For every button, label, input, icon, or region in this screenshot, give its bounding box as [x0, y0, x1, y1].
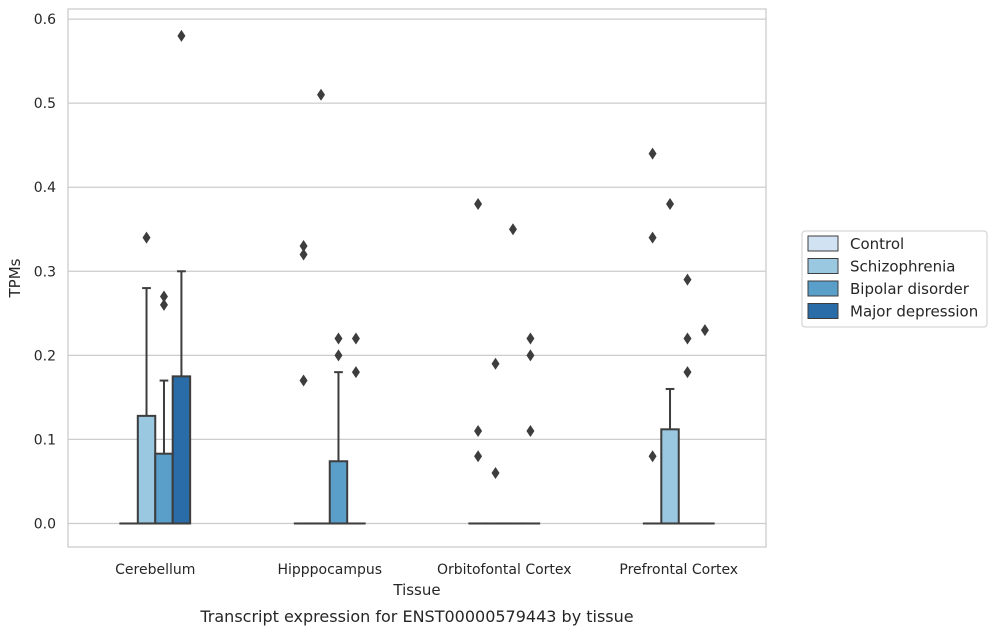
legend-swatch	[807, 303, 839, 319]
outlier-marker	[299, 240, 308, 253]
outlier-marker	[351, 366, 360, 379]
box-body	[136, 414, 157, 525]
box-body	[154, 452, 174, 525]
box-bipolar-disorder	[328, 371, 349, 525]
outlier-marker	[474, 450, 483, 463]
y-tick-label: 0.0	[34, 516, 56, 532]
outlier-marker	[683, 273, 692, 286]
outlier-marker	[526, 332, 535, 345]
outlier-marker	[159, 298, 168, 311]
y-tick-label: 0.6	[34, 12, 56, 28]
legend-label: Bipolar disorder	[850, 280, 970, 298]
outlier-marker	[334, 332, 343, 345]
legend-label: Control	[850, 235, 904, 253]
y-tick-label: 0.5	[34, 96, 56, 112]
box-major-depression	[171, 270, 192, 525]
box-schizophrenia	[660, 387, 680, 525]
y-tick-label: 0.4	[34, 180, 56, 196]
x-axis-title: Tissue	[392, 581, 440, 599]
outlier-marker	[491, 467, 500, 480]
legend-swatch	[807, 258, 839, 274]
outlier-points	[142, 29, 709, 480]
x-tick-label: Prefrontal Cortex	[619, 562, 738, 578]
outlier-marker	[683, 332, 692, 345]
y-tick-labels: 0.0 0.1 0.2 0.3 0.4 0.5 0.6	[34, 12, 56, 532]
outlier-marker	[317, 88, 326, 101]
outlier-marker	[142, 231, 151, 244]
box-body	[171, 375, 192, 525]
outlier-marker	[299, 248, 308, 261]
x-tick-label: Hipppocampus	[277, 562, 382, 578]
legend-swatch	[807, 235, 839, 252]
legend-swatch	[807, 280, 839, 297]
x-tick-labels: Cerebellum Hipppocampus Orbitofontal Corte…	[115, 562, 738, 578]
outlier-marker	[526, 424, 535, 437]
plot-frame	[67, 8, 767, 548]
outlier-marker	[159, 290, 168, 303]
outlier-marker	[526, 349, 535, 362]
outlier-marker	[299, 374, 308, 387]
outlier-marker	[700, 324, 709, 337]
outlier-marker	[648, 231, 657, 244]
y-tick-label: 0.1	[34, 432, 56, 448]
outlier-marker	[334, 349, 343, 362]
outlier-marker	[491, 357, 500, 370]
legend-label: Major depression	[850, 303, 978, 321]
outlier-marker	[648, 147, 657, 160]
legend: Control Schizophrenia Bipolar disorder Majo…	[801, 230, 988, 328]
y-tick-label: 0.2	[34, 348, 56, 364]
outlier-marker	[474, 424, 483, 437]
legend-frame	[801, 230, 988, 328]
box-body	[328, 460, 349, 525]
box-bipolar-disorder	[154, 379, 174, 525]
outlier-marker	[177, 29, 186, 42]
x-tick-label: Cerebellum	[115, 562, 195, 578]
outlier-marker	[474, 198, 483, 211]
legend-label: Schizophrenia	[850, 258, 955, 276]
x-tick-label: Orbitofontal Cortex	[437, 562, 572, 578]
y-axis-title: TPMs	[6, 258, 24, 298]
outlier-marker	[648, 450, 657, 463]
outlier-marker	[683, 366, 692, 379]
box-body	[660, 428, 680, 525]
outlier-marker	[666, 198, 675, 211]
outlier-marker	[351, 332, 360, 345]
box-series	[119, 270, 715, 525]
chart-caption: Transcript expression for ENST0000057944…	[199, 607, 633, 626]
y-tick-label: 0.3	[34, 264, 56, 280]
outlier-marker	[508, 223, 517, 236]
